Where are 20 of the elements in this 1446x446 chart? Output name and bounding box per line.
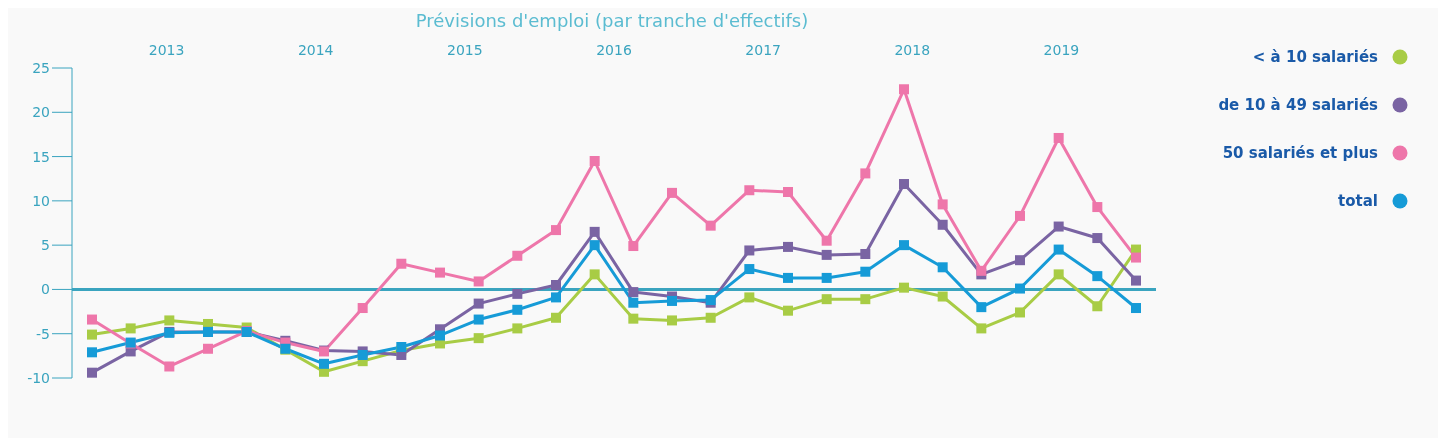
legend-label: 50 salariés et plus [1222,144,1378,162]
legend-label: de 10 à 49 salariés [1218,96,1378,114]
text: 2016 [595,42,633,58]
legend-label: < à 10 salariés [1252,48,1378,66]
text: 2013 [147,42,186,58]
chart-title: Prévisions d'emploi (par tranche d'effectifs) [414,10,810,31]
text: 2015 [446,42,484,58]
y-tick-label: 0 [41,281,50,298]
y-tick-label: 5 [41,237,50,254]
legend-label: total [1338,192,1378,210]
y-tick-label: -10 [27,369,50,386]
y-tick-label: 15 [32,148,50,165]
text: 2017 [744,42,782,58]
text: 2018 [893,42,932,58]
y-tick-label: 20 [32,104,50,121]
y-tick-label: 25 [32,59,50,76]
text: 2019 [1042,42,1081,58]
y-tick-label: -5 [36,325,50,342]
y-tick-label: 10 [32,192,50,209]
text: 2014 [296,42,335,58]
